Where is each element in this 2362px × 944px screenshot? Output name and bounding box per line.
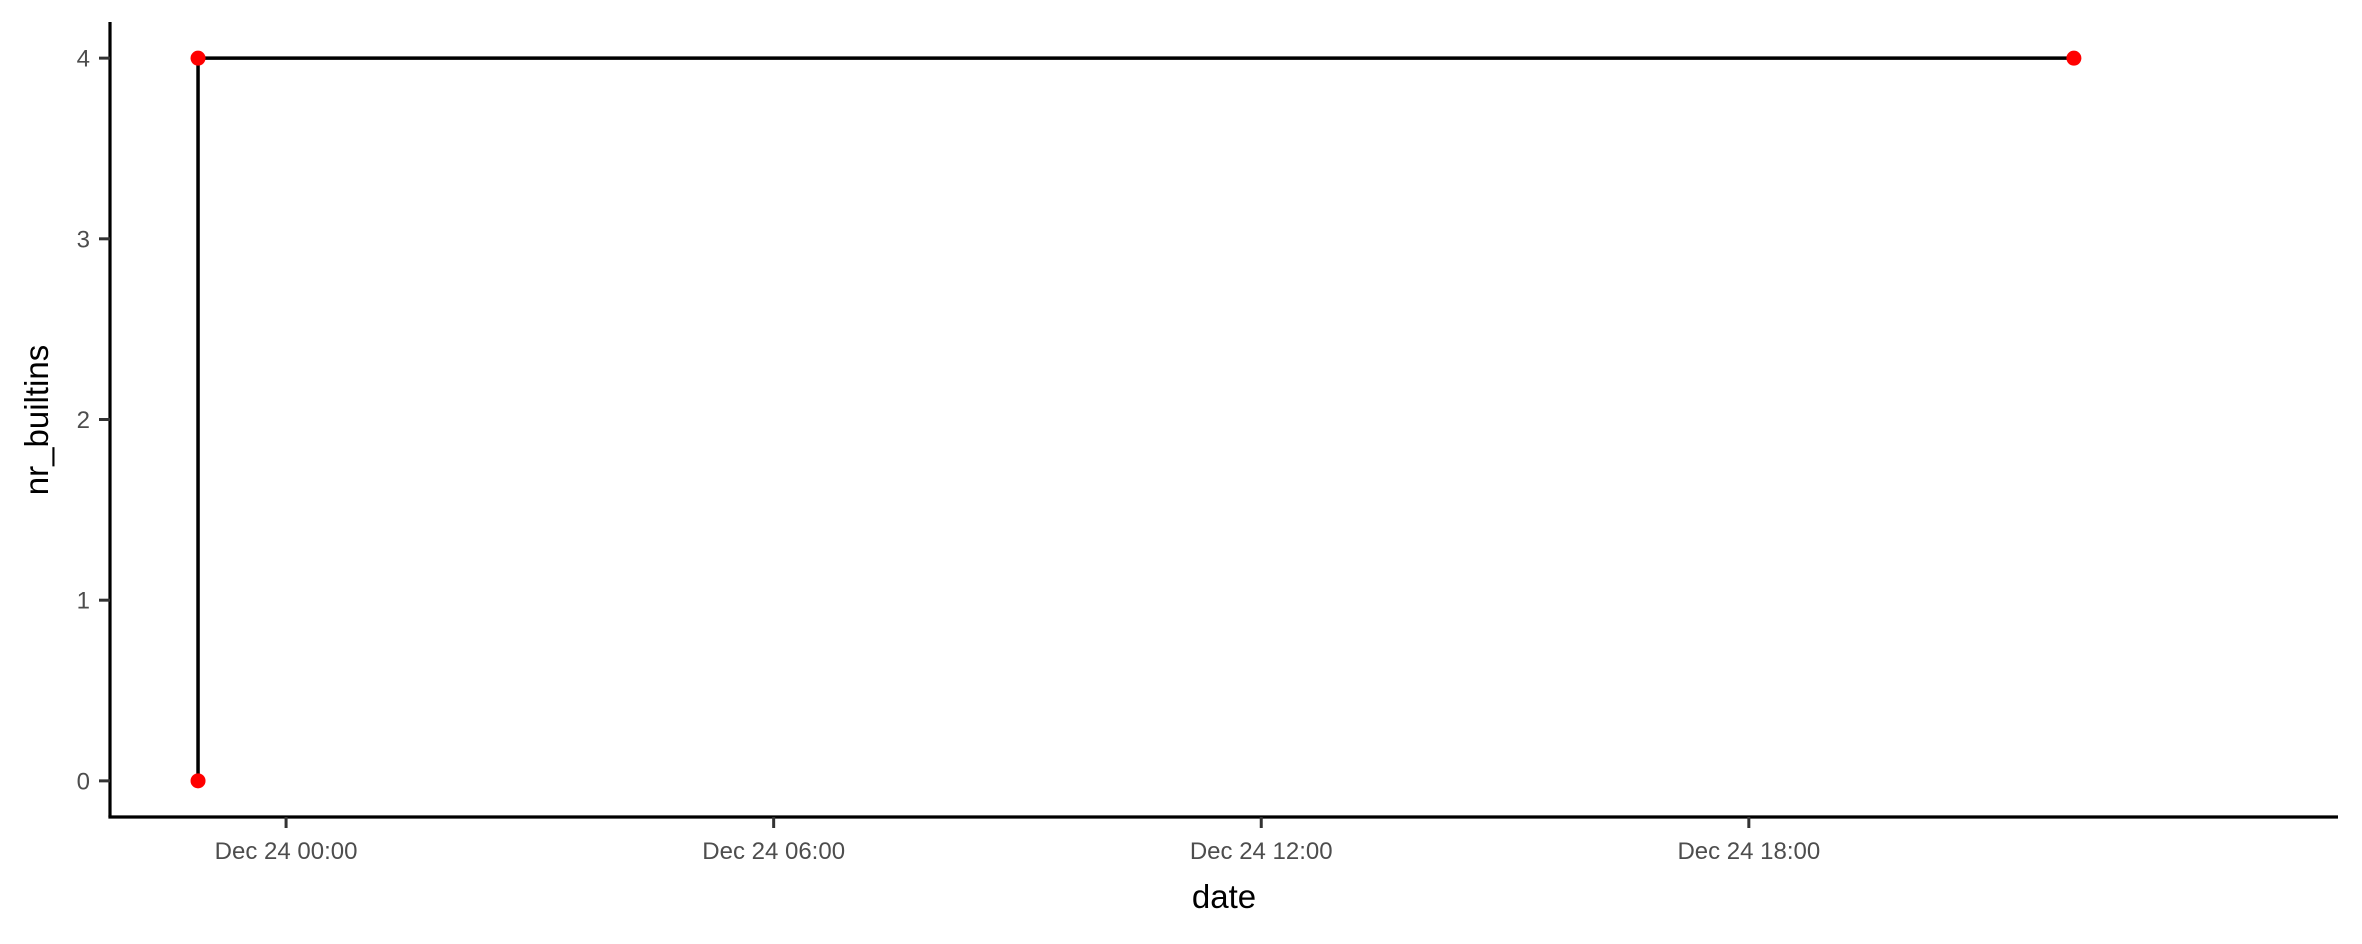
y-tick-label: 2 (77, 407, 90, 434)
x-axis-ticks: Dec 24 00:00 Dec 24 06:00 Dec 24 12:00 Dec … (215, 817, 1820, 865)
x-tick-label: Dec 24 00:00 (215, 838, 358, 865)
axes (108, 22, 2338, 819)
y-axis-ticks: 0 1 2 3 4 (77, 46, 110, 795)
y-tick-label: 0 (77, 768, 90, 795)
data-point (190, 773, 206, 789)
series-line (196, 56, 2074, 781)
data-point (190, 50, 206, 66)
y-axis-title: nr_builtins (18, 345, 55, 495)
y-tick-label: 1 (77, 588, 90, 615)
y-tick-label: 4 (77, 46, 90, 73)
x-axis-title: date (1192, 878, 1256, 915)
x-tick-label: Dec 24 12:00 (1190, 838, 1333, 865)
x-tick-label: Dec 24 06:00 (702, 838, 845, 865)
data-point (2066, 50, 2082, 66)
series-layer (190, 50, 2082, 789)
x-tick-label: Dec 24 18:00 (1677, 838, 1820, 865)
y-tick-label: 3 (77, 226, 90, 253)
